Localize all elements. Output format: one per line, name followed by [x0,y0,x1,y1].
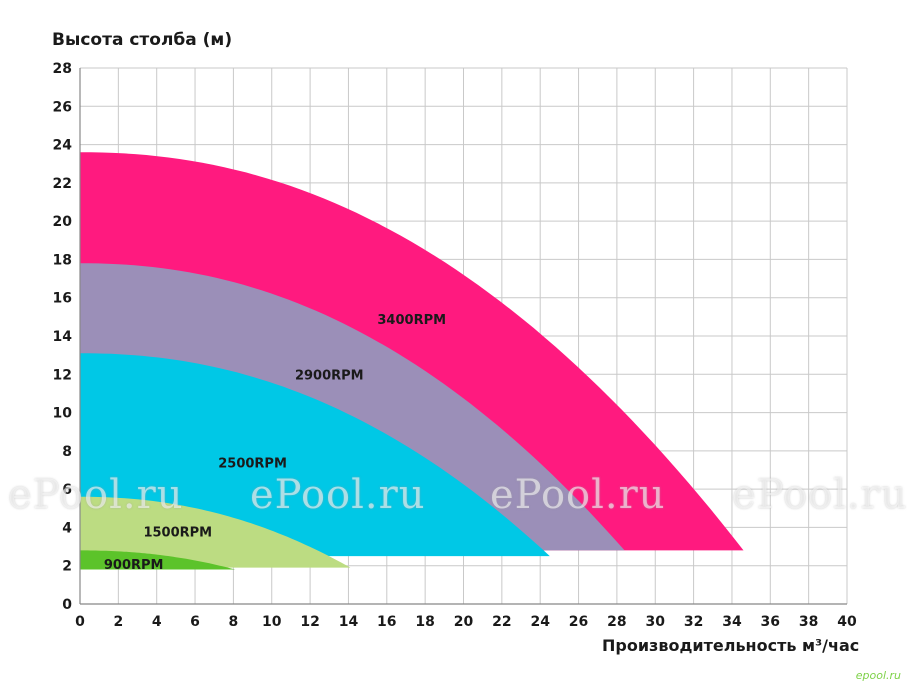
x-tick-label: 34 [722,614,742,630]
y-tick-label: 14 [53,329,73,345]
y-axis-label: Высота столба (м) [52,30,233,50]
series-area-1500rpm [80,496,351,568]
x-tick-label: 38 [799,614,818,630]
axes: 0 2 4 6 8 10 12 14 16 18 20 22 24 26 28 30 32 34 36 38 40024… [53,61,857,630]
series-label: 2900RPM [295,368,364,383]
series-area-2500rpm [80,353,550,557]
series-label: 900RPM [104,558,164,573]
watermark: ePool.ru [250,472,426,518]
series-area-900rpm [80,550,236,570]
x-tick-label: 18 [415,614,434,630]
y-tick-label: 6 [62,482,72,498]
series-label: 3400RPM [377,313,446,328]
x-tick-label: 40 [837,614,857,630]
x-tick-label: 28 [607,614,626,630]
y-tick-label: 18 [53,252,72,268]
series-areas [80,152,744,570]
y-tick-label: 0 [62,597,72,613]
watermark: ePool.ru [490,472,666,518]
x-tick-label: 24 [530,614,550,630]
x-tick-label: 0 [75,614,85,630]
y-tick-label: 28 [53,61,72,77]
y-tick-label: 12 [53,367,72,383]
series-label: 1500RPM [143,525,212,540]
x-tick-label: 30 [646,614,666,630]
series-labels: 3400RPM 2900RPM 2500RPM 1500RPM 900RPM [104,313,446,573]
y-tick-label: 24 [53,138,73,154]
x-tick-label: 12 [300,614,319,630]
series-label: 2500RPM [218,456,287,471]
y-tick-label: 20 [53,214,73,230]
x-tick-label: 32 [684,614,703,630]
y-tick-label: 2 [62,559,72,575]
x-tick-label: 36 [761,614,780,630]
x-tick-label: 20 [454,614,474,630]
x-tick-label: 6 [190,614,200,630]
x-tick-label: 2 [113,614,123,630]
x-axis-label: Производительность м³/час [602,636,860,655]
y-tick-label: 10 [53,406,73,422]
y-tick-label: 26 [53,99,72,115]
x-tick-label: 4 [152,614,162,630]
x-tick-label: 22 [492,614,511,630]
watermark: ePool.ru [732,472,908,518]
x-tick-label: 10 [262,614,282,630]
x-tick-label: 14 [339,614,359,630]
x-tick-label: 8 [229,614,239,630]
y-tick-label: 22 [53,176,72,192]
y-tick-label: 16 [53,291,72,307]
corner-watermark: epool.ru [855,669,901,682]
x-tick-label: 16 [377,614,396,630]
y-tick-label: 4 [62,520,72,536]
y-tick-label: 8 [62,444,72,460]
watermark: ePool.ru [8,472,184,518]
x-tick-label: 26 [569,614,588,630]
